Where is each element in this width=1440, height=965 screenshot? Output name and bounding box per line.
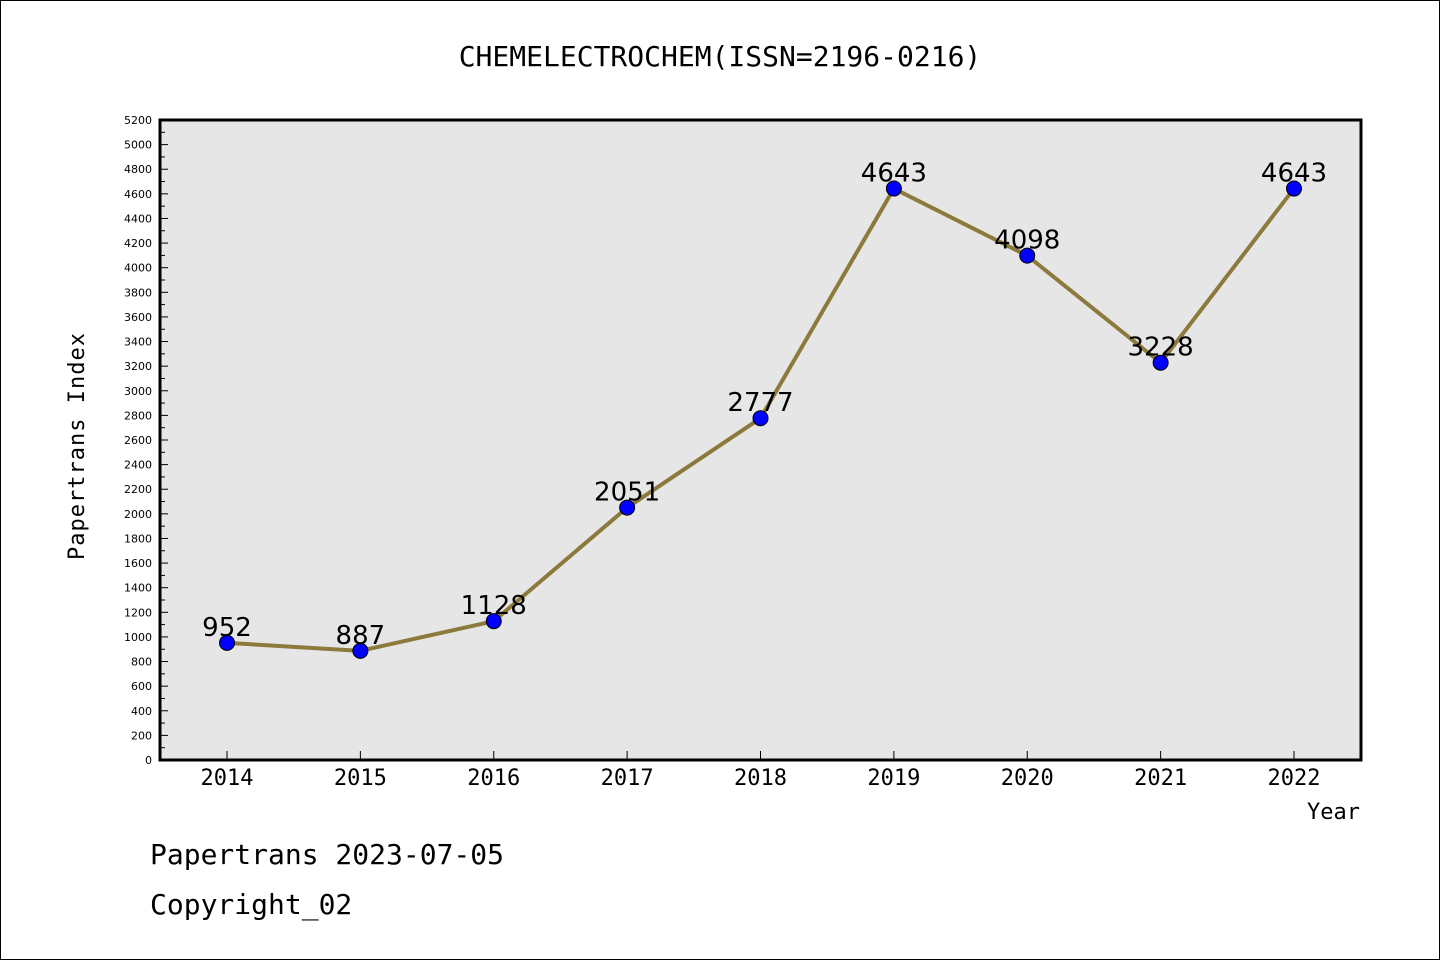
data-point	[619, 499, 636, 516]
y-tick-label: 2400	[124, 459, 152, 472]
x-tick-label: 2022	[1268, 766, 1321, 791]
y-tick-label: 1000	[124, 631, 152, 644]
y-tick-label: 4400	[124, 212, 152, 225]
data-point	[752, 410, 769, 427]
y-tick-label: 3000	[124, 385, 152, 398]
y-tick-label: 2600	[124, 434, 152, 447]
footer-date: Papertrans 2023-07-05	[150, 838, 504, 871]
y-tick-label: 3400	[124, 336, 152, 349]
x-tick-label: 2015	[334, 766, 387, 791]
x-tick-label: 2020	[1001, 766, 1054, 791]
y-axis: 0 200 400 600 800 1000 1200 1400 1600 1800 2000 220…	[124, 114, 168, 767]
data-label: 2051	[594, 478, 660, 508]
y-tick-label: 1800	[124, 532, 152, 545]
x-tick-label: 2019	[867, 766, 920, 791]
y-tick-label: 1600	[124, 557, 152, 570]
data-point	[1286, 180, 1302, 197]
y-tick-label: 1400	[124, 582, 152, 595]
data-point	[352, 642, 369, 659]
data-label: 1128	[461, 591, 527, 621]
y-tick-label: 1200	[124, 606, 152, 619]
data-label: 4643	[861, 159, 927, 189]
data-label: 3228	[1128, 333, 1194, 363]
y-tick-label: 2000	[124, 508, 152, 521]
x-tick-label: 2016	[467, 766, 520, 791]
x-tick-label: 2017	[601, 766, 654, 791]
y-tick-label: 4600	[124, 188, 152, 201]
series-layer: 952 887 1128 2051 2777 4643 4098 3228 4643	[202, 159, 1327, 659]
chart-title: CHEMELECTROCHEM(ISSN=2196-0216)	[459, 40, 982, 73]
y-tick-label: 5000	[124, 139, 152, 152]
y-tick-label: 0	[145, 754, 152, 767]
data-label: 2777	[727, 388, 793, 418]
y-tick-label: 4800	[124, 163, 152, 176]
y-tick-label: 2200	[124, 483, 152, 496]
data-point	[1152, 354, 1169, 371]
data-point	[885, 180, 902, 197]
data-label: 4098	[994, 226, 1060, 256]
x-tick-label: 2014	[201, 766, 254, 791]
x-tick-label: 2018	[734, 766, 787, 791]
footer-copyright: Copyright_02	[150, 888, 352, 922]
data-label: 887	[336, 621, 386, 651]
x-tick-label: 2021	[1134, 766, 1187, 791]
data-point	[219, 634, 235, 651]
y-tick-label: 3800	[124, 286, 152, 299]
data-label: 952	[202, 613, 252, 643]
y-tick-label: 2800	[124, 409, 152, 422]
plot-area	[158, 118, 1363, 762]
data-point	[1019, 247, 1036, 264]
y-tick-label: 3600	[124, 311, 152, 324]
y-tick-label: 4000	[124, 262, 152, 275]
y-axis-label: Papertrans Index	[65, 332, 90, 560]
y-tick-label: 5200	[124, 114, 152, 127]
y-tick-label: 4200	[124, 237, 152, 250]
y-tick-label: 3200	[124, 360, 152, 373]
x-axis-label: Year	[1307, 800, 1360, 825]
y-tick-label: 600	[131, 680, 152, 693]
y-tick-label: 200	[131, 729, 152, 742]
x-axis: 2014 2015 2016 2017 2018 2019 2020 2021 2022	[201, 751, 1321, 791]
y-tick-label: 400	[131, 705, 152, 718]
data-point	[485, 613, 502, 630]
data-label: 4643	[1261, 159, 1327, 189]
y-tick-label: 800	[131, 656, 152, 669]
